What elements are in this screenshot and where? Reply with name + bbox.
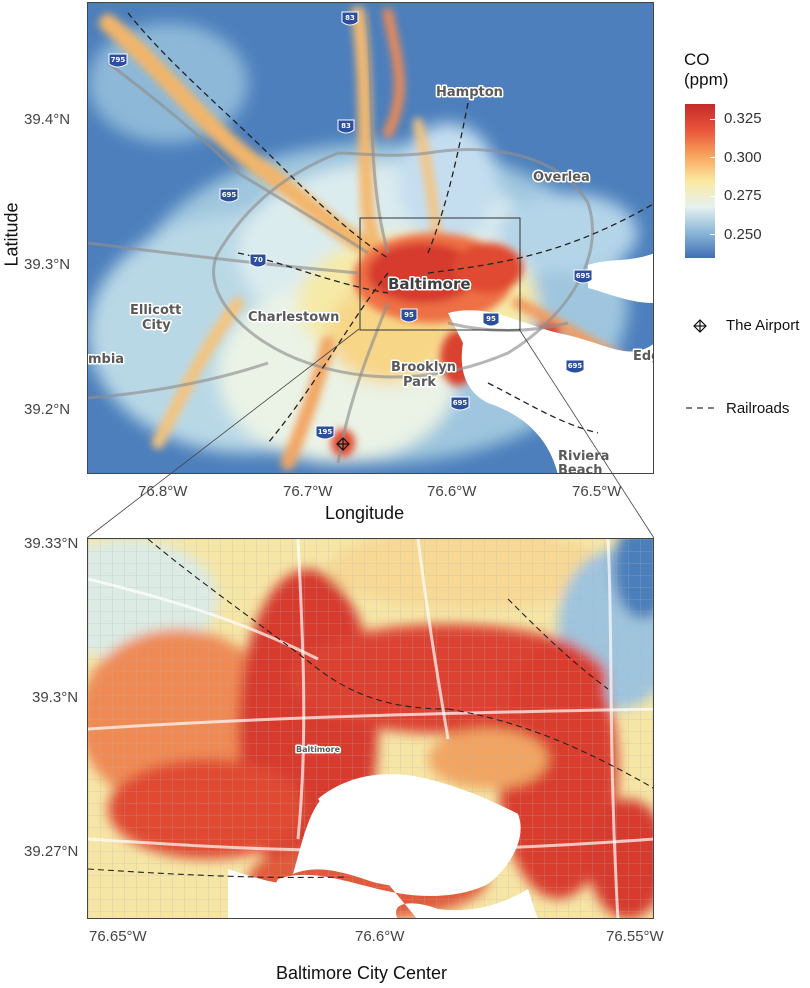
legend-airport-label: The Airport	[726, 317, 800, 334]
shield-icon: 795	[108, 53, 128, 68]
shield-icon: 70	[249, 253, 267, 268]
regional-co-map: Hampton Overlea Baltimore Charlestown El…	[88, 3, 654, 474]
shield-icon: 95	[482, 312, 500, 327]
y-tick-39-33: 39.33°N	[24, 535, 79, 552]
legend-title-line1: CO	[684, 50, 710, 69]
label-park: Park	[403, 375, 436, 390]
shield-icon: 95	[400, 308, 418, 323]
colorbar-tick-label: 0.275	[724, 187, 762, 205]
y-tick-39-30: 39.3°N	[32, 689, 79, 706]
label-brooklyn: Brooklyn	[391, 360, 456, 375]
shield-icon: 695	[573, 269, 593, 284]
label-hampton: Hampton	[436, 85, 503, 100]
label-baltimore-city: Baltimore	[296, 745, 341, 754]
x-tick-76-7: 76.7°W	[283, 483, 333, 500]
svg-text:695: 695	[222, 191, 237, 199]
label-ellicott: Ellicott	[130, 303, 181, 318]
y-tick-39-27: 39.27°N	[24, 843, 79, 860]
colorbar-tick-label: 0.325	[724, 110, 762, 128]
colorbar-tick-label: 0.250	[724, 225, 762, 243]
zoom-extent-box	[359, 217, 521, 331]
shield-icon: 83	[337, 119, 355, 134]
y-tick-39-2: 39.2°N	[24, 401, 71, 418]
x-tick-76-65: 76.65°W	[89, 928, 147, 945]
label-overlea: Overlea	[533, 170, 590, 185]
y-tick-39-4: 39.4°N	[24, 111, 71, 128]
shield-icon: 83	[341, 11, 359, 26]
svg-text:695: 695	[568, 362, 583, 370]
major-roads	[88, 539, 653, 918]
x-tick-76-8: 76.8°W	[138, 483, 188, 500]
svg-text:95: 95	[404, 311, 414, 319]
label-edgemere: Edg	[633, 349, 654, 364]
legend-title: CO (ppm)	[684, 50, 728, 90]
label-charlestown: Charlestown	[248, 310, 339, 325]
co-colorbar	[685, 104, 715, 258]
shield-icon: 695	[219, 188, 239, 203]
highways	[88, 12, 594, 464]
label-columbia: mbia	[88, 352, 124, 367]
city-center-map-panel: Baltimore	[87, 538, 654, 919]
crosshair-diamond-icon	[693, 319, 707, 333]
colorbar-tick-label: 0.300	[724, 148, 762, 166]
x-tick-76-5: 76.5°W	[572, 483, 622, 500]
svg-text:83: 83	[345, 14, 355, 22]
x-axis-title-city-center: Baltimore City Center	[276, 963, 448, 983]
shield-icon: 695	[565, 359, 585, 374]
label-riviera: Riviera	[558, 449, 609, 464]
legend-title-line2: (ppm)	[684, 70, 729, 89]
place-labels: Hampton Overlea Baltimore Charlestown El…	[88, 84, 654, 474]
svg-text:95: 95	[486, 315, 496, 323]
colorbar-tick-mark	[710, 157, 715, 159]
dashed-line-icon	[686, 407, 716, 409]
regional-map-panel: Hampton Overlea Baltimore Charlestown El…	[87, 2, 654, 474]
railroad-lines	[127, 12, 653, 444]
harbor-water	[448, 310, 653, 473]
baltimore-hotspot	[331, 233, 560, 457]
svg-text:795: 795	[111, 56, 126, 64]
airport-marker	[336, 437, 350, 451]
svg-text:70: 70	[253, 256, 263, 264]
highway-shields: 83 795 83 695 70 695 95 95 695 195 695	[108, 11, 593, 440]
label-beach: Beach	[558, 463, 602, 474]
label-city: City	[142, 318, 171, 333]
svg-text:695: 695	[453, 399, 468, 407]
label-baltimore: Baltimore	[388, 275, 471, 293]
colorbar-tick-mark	[710, 195, 715, 197]
y-tick-39-3: 39.3°N	[24, 256, 71, 273]
legend-railroads-label: Railroads	[726, 400, 790, 417]
x-tick-76-6: 76.6°W	[427, 483, 477, 500]
x-tick-76-55: 76.55°W	[606, 928, 664, 945]
river-water	[588, 253, 653, 303]
city-center-co-map: Baltimore	[88, 539, 653, 918]
svg-text:83: 83	[341, 122, 351, 130]
x-axis-title-longitude: Longitude	[325, 503, 405, 523]
city-railroad-lines	[88, 539, 653, 878]
x-tick-76-60: 76.6°W	[355, 928, 405, 945]
shield-icon: 195	[315, 425, 335, 440]
colorbar-tick-mark	[710, 234, 715, 236]
svg-text:695: 695	[576, 272, 591, 280]
colorbar-tick-mark	[710, 118, 715, 120]
shield-icon: 695	[450, 396, 470, 411]
svg-text:195: 195	[318, 428, 333, 436]
